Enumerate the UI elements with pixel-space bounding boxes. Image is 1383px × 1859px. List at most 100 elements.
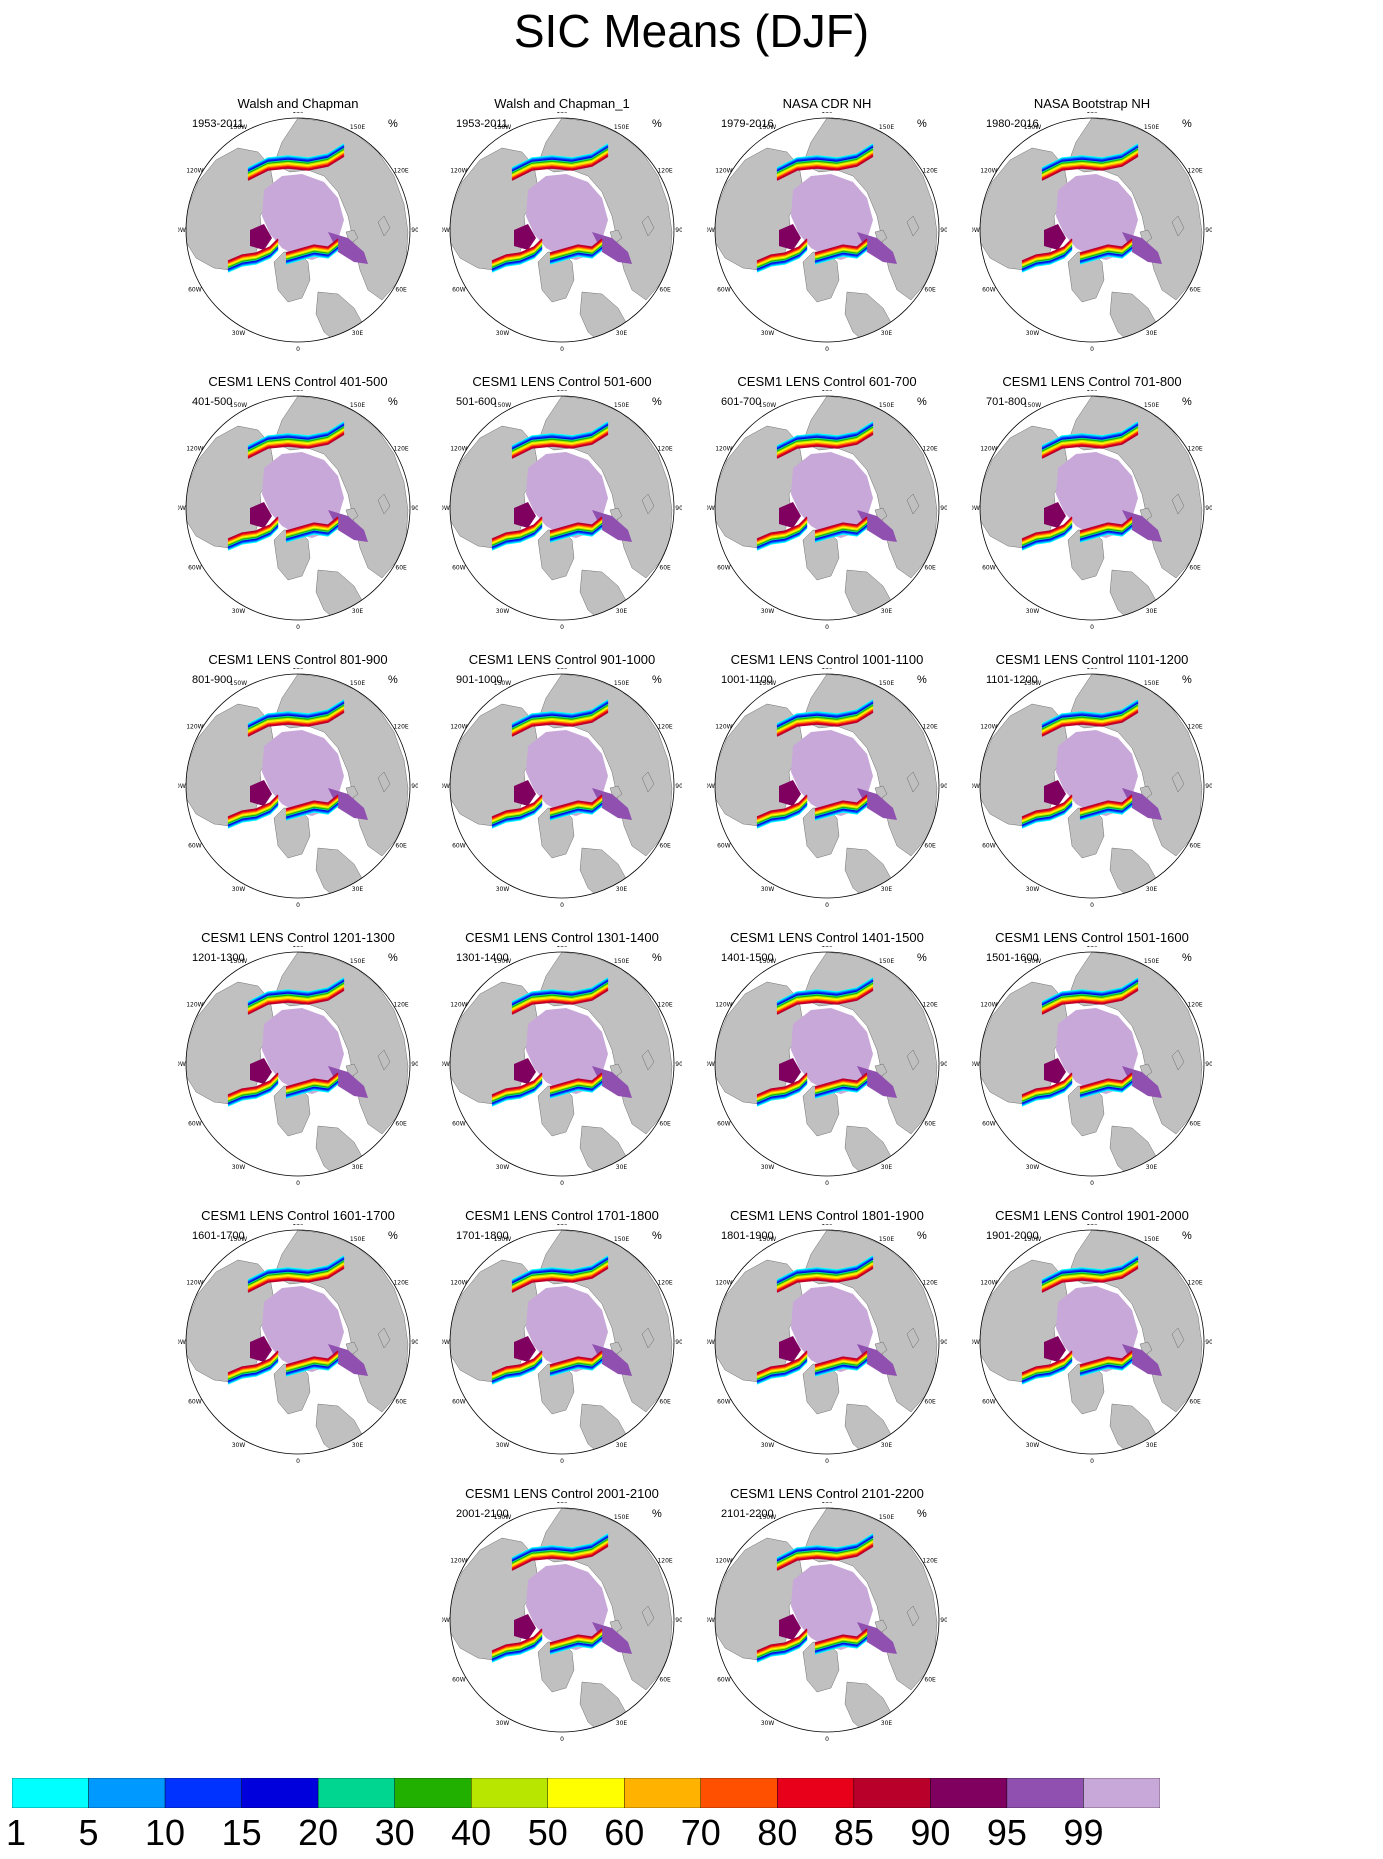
ice-band-barents	[1079, 241, 1133, 257]
panel-period: 1601-1700	[192, 1230, 245, 1242]
ice-band-barents	[285, 520, 339, 536]
ice-band-labrador	[756, 245, 808, 269]
ice-band-barents	[814, 1350, 868, 1366]
lon-label: 60E	[659, 843, 671, 850]
pack-ice-region	[526, 1008, 608, 1094]
ice-band-labrador	[491, 241, 543, 265]
lon-label: 150E	[350, 958, 365, 965]
ice-band-barents	[814, 1629, 868, 1645]
lon-label: 150W	[230, 1236, 247, 1243]
lon-label: 90E	[675, 1061, 682, 1068]
colorbar-box	[1083, 1778, 1160, 1808]
ice-band-pacific	[776, 1545, 874, 1571]
ice-band-barents	[1079, 527, 1133, 543]
panel-units: %	[652, 1508, 662, 1520]
lon-label: 30W	[232, 608, 246, 615]
ice-band-barents	[1079, 1083, 1133, 1099]
lon-label: 60E	[659, 1399, 671, 1406]
landmass-5	[906, 1049, 920, 1071]
lon-label: 90E	[1205, 227, 1212, 234]
ice-band-labrador	[756, 240, 808, 264]
ice-band-pacific	[511, 1544, 609, 1570]
ice-band-pacific	[776, 978, 874, 1004]
ice-band-barents	[285, 804, 339, 820]
ice-edge-baffin	[779, 1058, 801, 1084]
lon-label: 30W	[496, 1164, 510, 1171]
lon-label: 90W	[178, 505, 186, 512]
ice-band-labrador	[227, 1350, 279, 1374]
pack-ice-region	[262, 452, 344, 538]
lon-label: 30W	[1026, 886, 1040, 893]
lon-label: 60E	[924, 565, 936, 572]
ice-band-pacific	[511, 154, 609, 180]
ice-band-labrador	[1021, 1074, 1073, 1098]
ice-band-barents	[1079, 1358, 1133, 1374]
lon-label: 30W	[761, 608, 775, 615]
lon-label: 0	[825, 1458, 829, 1464]
lon-label: 150W	[494, 1514, 511, 1521]
map-panel: 180 150E 120E 90E 60E 30E 0 30W 60W 90W 120W 150W CE…	[972, 930, 1212, 1186]
ice-band-labrador	[491, 1353, 543, 1377]
map-panel: 180 150E 120E 90E 60E 30E 0 30W 60W 90W 120W 150W CE…	[972, 1208, 1212, 1464]
ice-band-barents	[285, 801, 339, 817]
ice-band-pacific	[511, 1256, 609, 1282]
ice-band-pacific	[511, 431, 609, 457]
ice-band-pacific	[776, 151, 874, 177]
ice-band-pacific	[776, 699, 874, 725]
ice-band-barents	[549, 1350, 603, 1366]
lon-label: 90W	[972, 505, 980, 512]
panel-title: CESM1 LENS Control 801-900	[208, 652, 388, 667]
ice-band-pacific	[1041, 143, 1139, 169]
lon-label: 150W	[1024, 124, 1041, 131]
ice-band-pacific	[247, 703, 345, 730]
ice-band-barents	[549, 1639, 603, 1655]
ice-band-labrador	[227, 805, 279, 829]
ice-band-barents	[549, 1081, 603, 1097]
ice-band-barents	[814, 518, 868, 534]
ice-band-barents	[549, 1078, 603, 1094]
lon-label: 90W	[178, 783, 186, 790]
lon-label: 150W	[1024, 1236, 1041, 1243]
lon-label: 180	[821, 946, 833, 949]
ice-band-pacific	[511, 1266, 609, 1292]
landmass-5	[377, 493, 391, 515]
ice-band-barents	[549, 1351, 603, 1367]
ice-band-pacific	[247, 700, 345, 726]
ice-band-barents	[285, 1359, 339, 1375]
ice-band-pacific	[511, 1257, 609, 1283]
ice-band-barents	[1079, 525, 1133, 541]
ice-band-barents	[285, 1079, 339, 1095]
ice-band-labrador	[756, 1073, 808, 1097]
ice-band-barents	[1079, 1075, 1133, 1091]
ice-band-labrador	[756, 799, 808, 823]
ice-band-labrador	[1021, 1355, 1073, 1379]
lon-label: 150W	[759, 402, 776, 409]
ice-band-pacific	[776, 979, 874, 1005]
ice-band-pacific	[247, 155, 345, 181]
ice-band-labrador	[491, 1631, 543, 1655]
ice-band-pacific	[511, 1264, 609, 1290]
lon-label: 0	[296, 346, 300, 352]
lon-label: 90E	[940, 1617, 947, 1624]
ice-band-labrador	[1021, 1075, 1073, 1099]
ice-band-pacific	[1041, 704, 1139, 731]
ice-band-labrador	[756, 527, 808, 551]
ice-band-labrador	[491, 1360, 543, 1384]
ice-band-labrador	[491, 518, 543, 542]
ice-band-labrador	[491, 804, 543, 828]
panel-units: %	[388, 674, 398, 686]
ice-band-pacific	[511, 1535, 609, 1561]
ice-band-labrador	[491, 523, 543, 547]
ice-band-barents	[549, 797, 603, 813]
ice-band-labrador	[227, 797, 279, 821]
ice-band-labrador	[491, 527, 543, 551]
lon-label: 180	[821, 1502, 833, 1505]
ice-band-barents	[285, 1355, 339, 1371]
ice-band-labrador	[491, 517, 543, 541]
ice-band-barents	[1079, 1077, 1133, 1093]
pack-ice-region	[526, 174, 608, 260]
panel-period: 2101-2200	[721, 1508, 774, 1520]
ice-band-barents	[285, 1074, 339, 1090]
ice-band-barents	[1079, 524, 1133, 540]
lon-label: 150E	[614, 958, 629, 965]
